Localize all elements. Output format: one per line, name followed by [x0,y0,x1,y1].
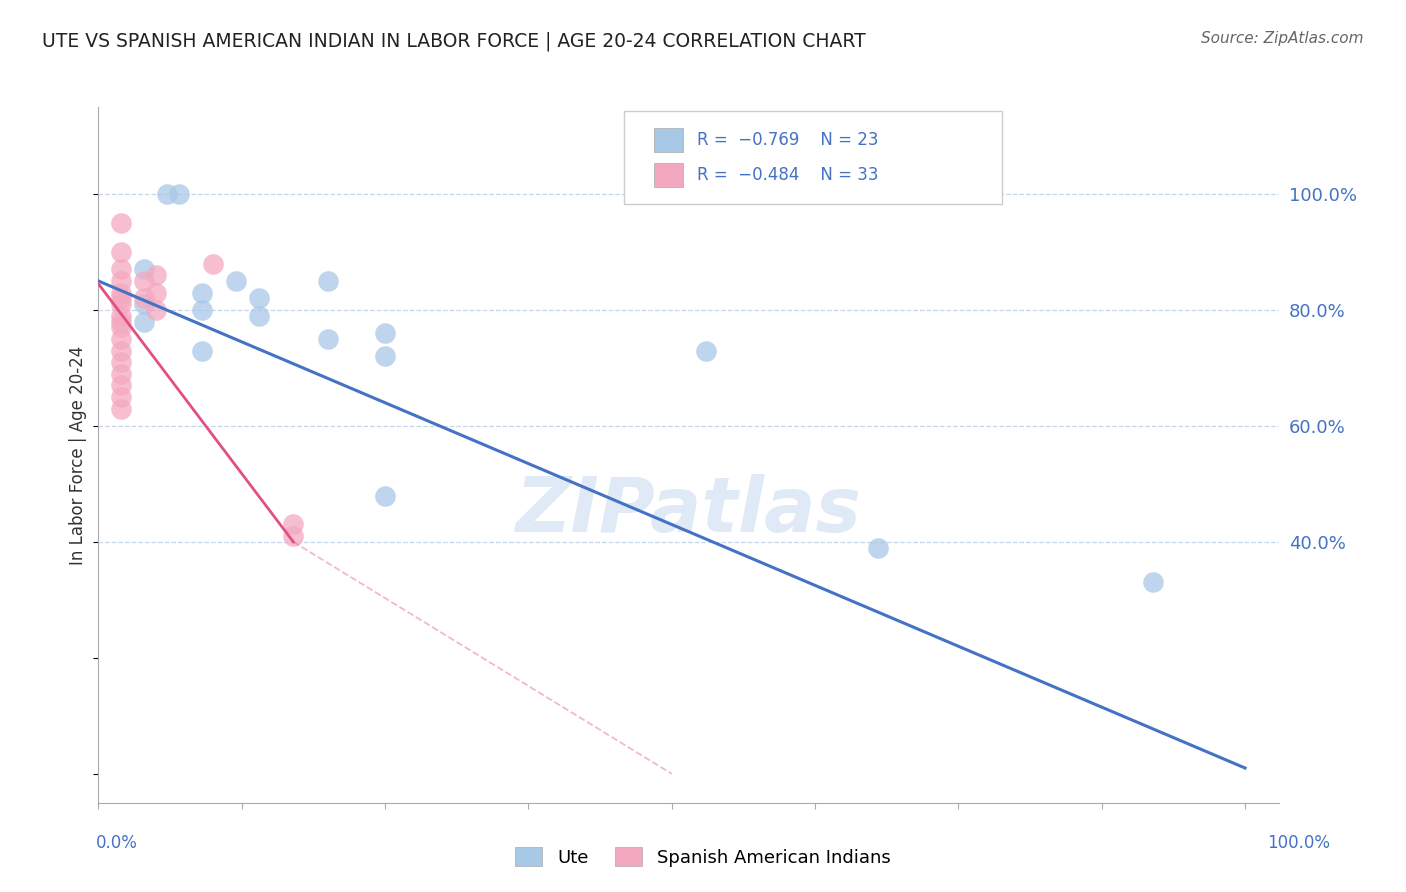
Point [316,274,339,288]
Point [110,285,132,300]
Bar [654,162,683,187]
Point [110,343,132,358]
Point [134,274,156,288]
Point [156,187,179,202]
Point [110,291,132,305]
Point [190,285,212,300]
Point [695,343,717,358]
Point [110,320,132,334]
Point [283,529,305,543]
Point [190,343,212,358]
Point [110,309,132,323]
Point [134,291,156,305]
Point [247,291,270,305]
Point [110,216,132,230]
Text: Source: ZipAtlas.com: Source: ZipAtlas.com [1201,31,1364,46]
Point [134,315,156,329]
Legend: Ute, Spanish American Indians: Ute, Spanish American Indians [508,840,898,874]
Point [190,303,212,318]
Bar [654,128,683,153]
Point [225,274,247,288]
Y-axis label: In Labor Force | Age 20-24: In Labor Force | Age 20-24 [69,345,87,565]
Point [110,378,132,392]
Point [247,309,270,323]
Point [110,315,132,329]
FancyBboxPatch shape [624,111,1002,204]
Point [110,390,132,404]
Point [110,244,132,259]
Point [374,489,396,503]
Point [316,332,339,346]
Point [110,401,132,416]
Text: 0.0%: 0.0% [96,834,138,852]
Text: R =  −0.484    N = 33: R = −0.484 N = 33 [697,166,879,184]
Point [134,297,156,311]
Point [1142,575,1164,590]
Text: R =  −0.769    N = 23: R = −0.769 N = 23 [697,131,879,149]
Text: ZIPatlas: ZIPatlas [516,474,862,548]
Point [110,367,132,381]
Point [145,268,167,282]
Point [374,326,396,341]
Point [167,187,190,202]
Point [868,541,890,555]
Point [134,262,156,277]
Text: 100.0%: 100.0% [1267,834,1330,852]
Point [110,332,132,346]
Text: UTE VS SPANISH AMERICAN INDIAN IN LABOR FORCE | AGE 20-24 CORRELATION CHART: UTE VS SPANISH AMERICAN INDIAN IN LABOR … [42,31,866,51]
Point [110,355,132,369]
Point [110,274,132,288]
Point [145,303,167,318]
Point [283,517,305,532]
Point [110,297,132,311]
Point [202,257,225,271]
Point [110,262,132,277]
Point [145,285,167,300]
Point [374,350,396,364]
